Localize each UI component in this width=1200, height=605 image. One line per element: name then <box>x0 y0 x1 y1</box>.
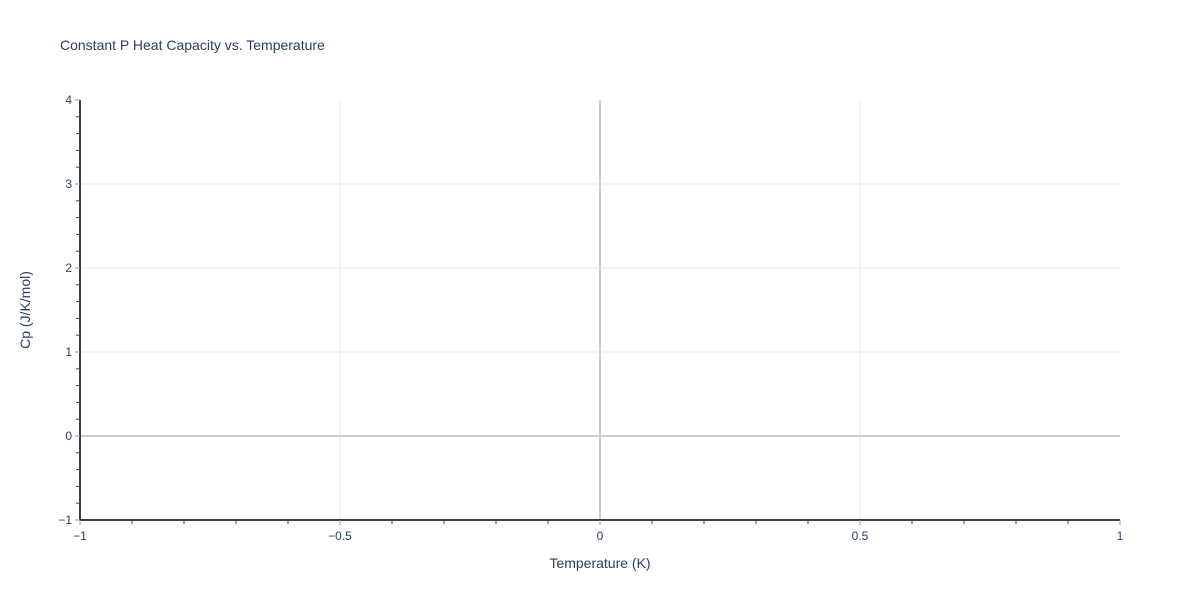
y-axis-label: Cp (J/K/mol) <box>17 271 33 349</box>
y-tick-label: 2 <box>65 261 72 275</box>
y-tick-label: −1 <box>58 513 72 527</box>
y-tick-label: 0 <box>65 429 72 443</box>
chart-title: Constant P Heat Capacity vs. Temperature <box>60 37 325 53</box>
x-axis-label: Temperature (K) <box>549 555 650 571</box>
x-tick-label: 0.5 <box>852 529 869 543</box>
y-tick-label: 4 <box>65 93 72 107</box>
x-tick-label: 1 <box>1117 529 1124 543</box>
x-tick-label: −0.5 <box>328 529 352 543</box>
y-tick-label: 3 <box>65 177 72 191</box>
x-tick-label: −1 <box>73 529 87 543</box>
x-tick-label: 0 <box>597 529 604 543</box>
y-tick-label: 1 <box>65 345 72 359</box>
